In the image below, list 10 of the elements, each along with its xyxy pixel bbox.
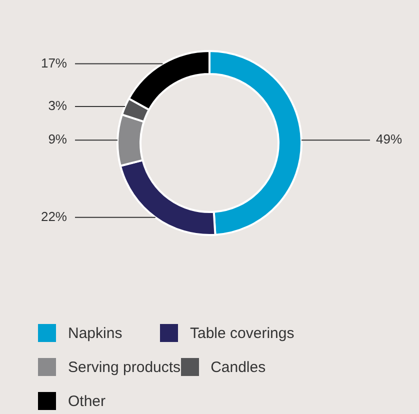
legend-label: Table coverings [190,324,294,342]
data-label: 49% [376,132,402,147]
data-label: 3% [48,98,68,114]
legend-label: Other [68,392,106,410]
legend-label: Candles [210,358,266,376]
data-label: 17% [40,55,68,70]
legend-label: Serving products [68,358,181,376]
legend-label: Napkins [68,324,122,342]
data-label: 22% [40,209,68,224]
data-label: 9% [48,132,68,147]
